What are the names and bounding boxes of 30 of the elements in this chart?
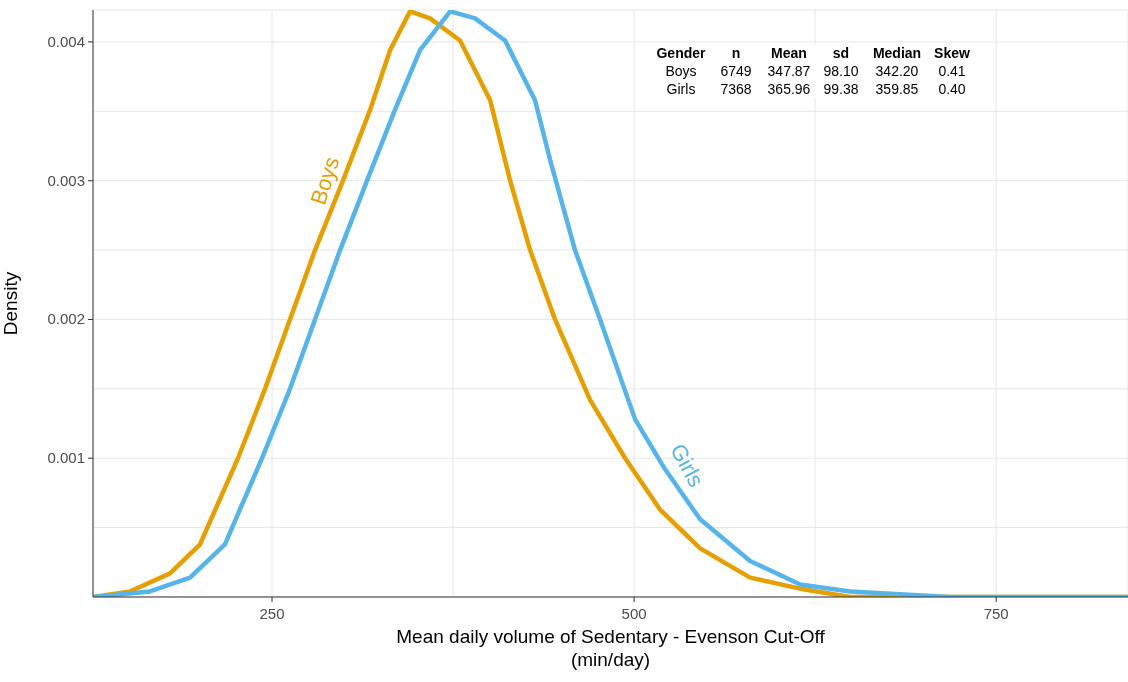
annotation: 98.10 [822,62,860,80]
line-series [93,10,1128,597]
annotation: Median [871,44,923,62]
x-axis-title: Mean daily volume of Sedentary - Evenson Cut-Off (min/day) [396,626,826,670]
annotation: 347.87 [766,62,812,80]
x-tick-label: 750 [983,605,1009,622]
annotation: 6749 [719,62,753,80]
annotation: Boys [664,62,698,80]
annotation: Gender [655,44,707,62]
text: Girls [665,439,709,492]
annotation: 0.41 [937,62,967,80]
annotation: Skew [933,44,971,62]
annotation: 99.38 [822,80,860,98]
y-tick-label: 0.001 [47,449,85,467]
annotation: Girls [665,80,697,98]
y-tick-label: 0.003 [47,171,85,189]
y-axis-title: Density [0,271,21,336]
x-tick-label: 250 [259,605,285,622]
annotation: 342.20 [874,62,920,80]
text: Boys [305,153,345,208]
y-tick-label: 0.002 [47,310,85,328]
annotation: 365.96 [766,80,812,98]
annotation: 0.40 [937,80,967,98]
annotation: 7368 [719,80,753,98]
annotation: Mean [770,44,808,62]
annotation: 359.85 [874,80,920,98]
x-tick-label: 500 [621,605,647,622]
y-tick-label: 0.004 [47,32,85,50]
annotation: n [730,44,742,62]
annotation: sd [831,44,851,62]
